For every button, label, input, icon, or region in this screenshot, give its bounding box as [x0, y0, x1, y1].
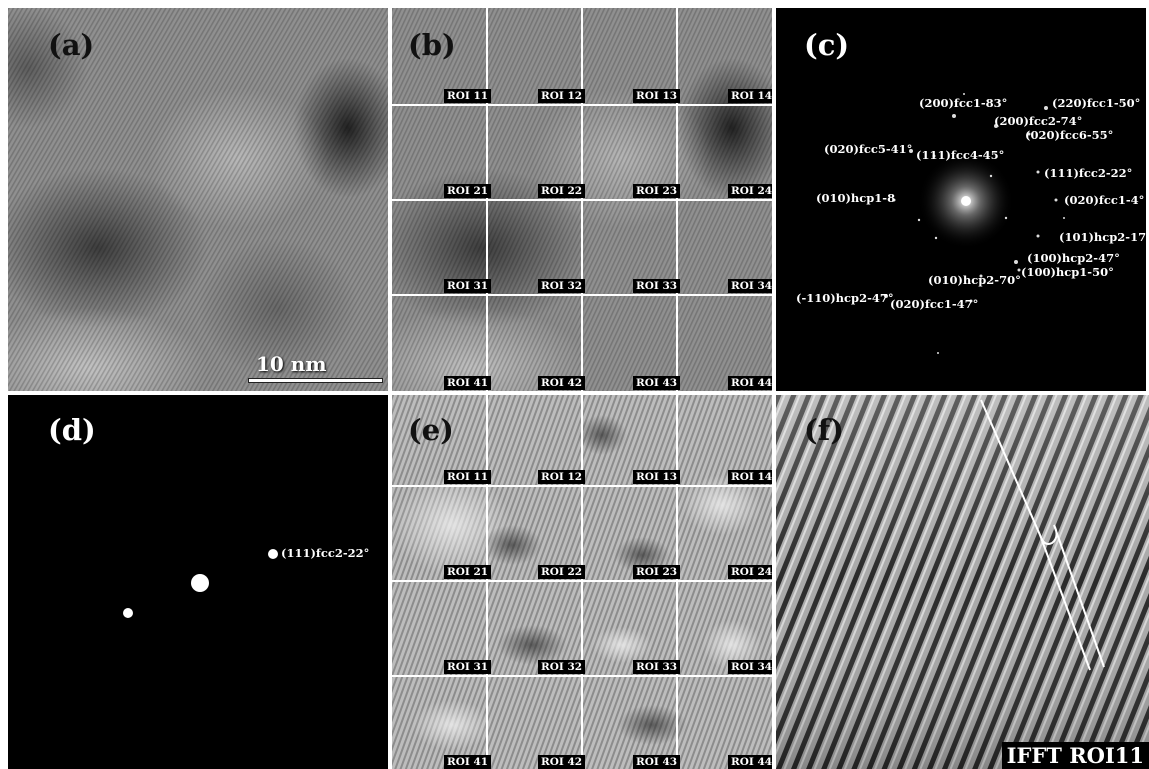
roi-label: ROI 32: [538, 279, 586, 293]
ifft-roi-tag: IFFT ROI11: [1001, 742, 1149, 769]
fft-spot-label: (010)hcp2-70°: [928, 273, 1021, 287]
grid-divider: [392, 294, 772, 296]
roi-label: ROI 21: [444, 184, 492, 198]
roi-label: ROI 33: [633, 279, 681, 293]
roi-label: ROI 11: [444, 89, 492, 103]
roi-label: ROI 31: [444, 279, 492, 293]
roi-label: ROI 23: [633, 184, 681, 198]
roi-label: ROI 24: [728, 184, 772, 198]
roi-label: ROI 41: [444, 755, 492, 769]
roi-label: ROI 42: [538, 376, 586, 390]
roi-label: ROI 33: [633, 660, 681, 674]
grid-divider: [392, 580, 772, 582]
mask-spot: [123, 608, 133, 618]
roi-label: ROI 14: [728, 89, 772, 103]
grid-divider: [581, 395, 583, 769]
panel-label-b: (b): [408, 28, 456, 62]
fft-spot-label: (-110)hcp2-47°: [796, 291, 894, 305]
mask-spot: [191, 574, 209, 592]
roi-label: ROI 32: [538, 660, 586, 674]
grid-divider: [676, 395, 678, 769]
grid-divider: [486, 395, 488, 769]
fft-spot-label: (200)fcc1-83°: [919, 96, 1008, 110]
fft-spot-label: (020)fcc1-47°: [890, 297, 979, 311]
roi-label: ROI 13: [633, 470, 681, 484]
fft-spot-label: (020)fcc6-55°: [1025, 128, 1114, 142]
roi-label: ROI 43: [633, 755, 681, 769]
roi-label: ROI 41: [444, 376, 492, 390]
panel-e: (e) ROI 11 ROI 12 ROI 13 ROI 14 ROI 21 R…: [392, 395, 772, 769]
fft-spot-label: (010)hcp1-8: [816, 191, 896, 205]
roi-label: ROI 43: [633, 376, 681, 390]
roi-label: ROI 44: [728, 376, 772, 390]
fft-pattern-c: [884, 93, 1065, 354]
scale-bar-label: 10 nm: [256, 352, 327, 376]
roi-label: ROI 34: [728, 279, 772, 293]
roi-label: ROI 13: [633, 89, 681, 103]
ifft-image-f: [776, 395, 1149, 769]
panel-f: (f) IFFT ROI11: [776, 395, 1149, 769]
panel-d: (d) (111)fcc2-22°: [8, 395, 388, 769]
roi-label: ROI 12: [538, 89, 586, 103]
grid-divider: [392, 199, 772, 201]
fft-spot-label: (220)fcc1-50°: [1052, 96, 1141, 110]
roi-label: ROI 42: [538, 755, 586, 769]
fft-spot-label: (100)hcp1-50°: [1021, 265, 1114, 279]
roi-label: ROI 12: [538, 470, 586, 484]
mask-spot: [268, 549, 278, 559]
roi-label: ROI 14: [728, 470, 772, 484]
scale-bar: [248, 378, 383, 383]
panel-label-a: (a): [48, 28, 95, 62]
panel-label-f: (f): [804, 413, 844, 447]
roi-label: ROI 24: [728, 565, 772, 579]
roi-label: ROI 23: [633, 565, 681, 579]
grid-divider: [392, 675, 772, 677]
grid-divider: [392, 485, 772, 487]
dislocation-marker: [980, 399, 1105, 671]
fft-spot-label: (020)fcc5-41°: [824, 142, 913, 156]
hrtem-image-a: [8, 8, 388, 391]
fft-spot-label: (100)hcp2-47°: [1027, 251, 1120, 265]
fft-spot-label: (101)hcp2-17°: [1059, 230, 1146, 244]
fft-spot-label: (020)fcc1-4°: [1064, 193, 1145, 207]
panel-label-c: (c): [804, 28, 850, 62]
roi-label: ROI 31: [444, 660, 492, 674]
roi-label: ROI 44: [728, 755, 772, 769]
panel-label-d: (d): [48, 413, 96, 447]
roi-label: ROI 21: [444, 565, 492, 579]
mask-spot-label: (111)fcc2-22°: [281, 546, 370, 560]
grid-divider: [392, 104, 772, 106]
panel-label-e: (e): [408, 413, 454, 447]
roi-label: ROI 22: [538, 565, 586, 579]
roi-label: ROI 22: [538, 184, 586, 198]
fft-spot-label: (200)fcc2-74°: [994, 114, 1083, 128]
roi-label: ROI 34: [728, 660, 772, 674]
fft-spot-label: (111)fcc2-22°: [1044, 166, 1133, 180]
panel-b: (b) ROI 11 ROI 12 ROI 13 ROI 14 ROI 21 R…: [392, 8, 772, 391]
panel-a: (a) 10 nm: [8, 8, 388, 391]
panel-c: (c) (200)fcc1-83° (220)fcc1-50° (200)fcc…: [776, 8, 1146, 391]
roi-label: ROI 11: [444, 470, 492, 484]
fft-spot-label: (111)fcc4-45°: [916, 148, 1005, 162]
